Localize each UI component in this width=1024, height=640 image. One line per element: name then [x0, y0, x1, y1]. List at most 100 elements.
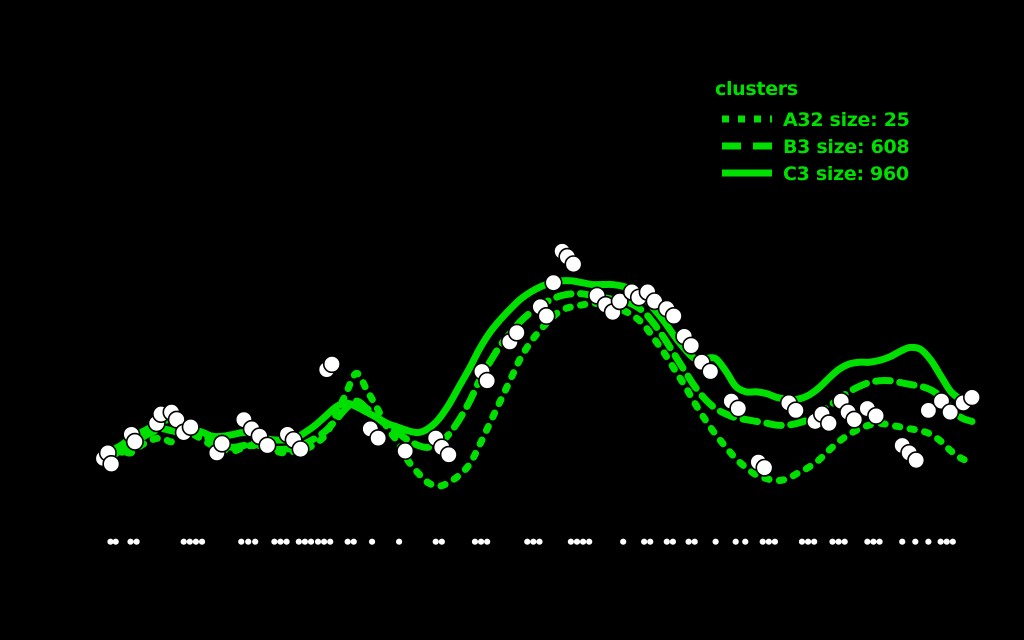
rug-point	[133, 538, 140, 545]
rug-point	[307, 538, 315, 545]
scatter-point	[102, 454, 121, 473]
scatter-point	[701, 362, 720, 381]
series-line-a32	[96, 299, 976, 490]
rug-point	[277, 538, 284, 545]
rug-point	[344, 538, 351, 545]
rug-point	[314, 538, 322, 545]
rug-point	[663, 538, 670, 545]
rug-point	[186, 538, 193, 545]
scatter-point	[478, 371, 497, 390]
rug-point	[112, 538, 119, 545]
scatter-point	[396, 442, 415, 461]
rug-point	[925, 538, 932, 545]
scatter-point	[439, 445, 458, 464]
scatter-point	[610, 292, 629, 311]
scatter-point	[258, 436, 277, 455]
scatter-point	[507, 323, 526, 342]
rug-point	[829, 538, 836, 545]
scatter-point	[369, 429, 388, 448]
rug-point	[870, 538, 877, 545]
rug-point	[841, 538, 848, 545]
rug-point	[712, 538, 719, 545]
scatter-point	[564, 255, 583, 274]
rug-points	[107, 538, 956, 545]
rug-point	[864, 538, 871, 545]
rug-point	[432, 538, 439, 545]
rug-point	[759, 538, 766, 545]
rug-point	[912, 538, 919, 545]
rug-point	[732, 538, 739, 545]
rug-point	[669, 538, 677, 545]
rug-point	[536, 538, 543, 545]
rug-point	[742, 538, 749, 545]
scatter-point	[664, 306, 683, 325]
rug-point	[835, 538, 842, 545]
rug-point	[811, 538, 818, 545]
rug-point	[350, 538, 357, 545]
rug-point	[396, 538, 403, 545]
rug-point	[530, 538, 537, 545]
legend-title: clusters	[715, 78, 798, 100]
rug-point	[620, 538, 627, 545]
rug-point	[327, 538, 334, 545]
rug-point	[283, 538, 290, 545]
rug-point	[949, 538, 956, 545]
scatter-point	[181, 417, 200, 436]
rug-point	[573, 538, 581, 545]
rug-point	[245, 538, 252, 545]
rug-point	[192, 538, 200, 545]
rug-point	[471, 538, 479, 545]
rug-point	[647, 538, 654, 545]
rug-point	[937, 538, 944, 545]
scatter-point	[322, 355, 341, 374]
scatter-point	[941, 403, 960, 422]
scatter-point	[755, 458, 774, 477]
rug-point	[641, 538, 648, 545]
rug-point	[567, 538, 574, 545]
rug-point	[484, 538, 491, 545]
scatter-point	[729, 399, 748, 418]
scatter-point	[125, 432, 144, 451]
scatter-point	[537, 306, 556, 325]
scatter-point	[962, 388, 981, 407]
scatter-point	[213, 434, 232, 453]
rug-point	[107, 538, 114, 545]
rug-point	[438, 538, 445, 545]
rug-point	[691, 538, 698, 545]
rug-point	[301, 538, 309, 545]
scatter-point	[907, 451, 926, 470]
rug-point	[876, 538, 883, 545]
scatter-point	[544, 273, 563, 292]
scatter-point	[845, 410, 864, 429]
rug-point	[252, 538, 259, 545]
scatter-points	[94, 242, 981, 477]
scatter-point	[819, 414, 838, 433]
legend-label-b3: B3 size: 608	[783, 136, 909, 158]
rug-point	[579, 538, 587, 545]
rug-point	[804, 538, 812, 545]
rug-point	[295, 538, 302, 545]
rug-point	[321, 538, 328, 545]
rug-point	[477, 538, 485, 545]
rug-point	[271, 538, 278, 545]
rug-point	[180, 538, 187, 545]
rug-point	[524, 538, 531, 545]
rug-point	[238, 538, 245, 545]
rug-point	[685, 538, 692, 545]
legend-label-c3: C3 size: 960	[783, 163, 909, 185]
rug-point	[198, 538, 206, 545]
legend-label-a32: A32 size: 25	[783, 109, 910, 131]
rug-point	[765, 538, 772, 545]
scatter-point	[291, 440, 310, 459]
rug-point	[943, 538, 950, 545]
rug-point	[127, 538, 134, 545]
rug-point	[899, 538, 906, 545]
rug-point	[586, 538, 593, 545]
scatter-point	[919, 401, 938, 420]
scatter-point	[682, 336, 701, 355]
rug-point	[368, 538, 376, 545]
scatter-point	[786, 401, 805, 420]
